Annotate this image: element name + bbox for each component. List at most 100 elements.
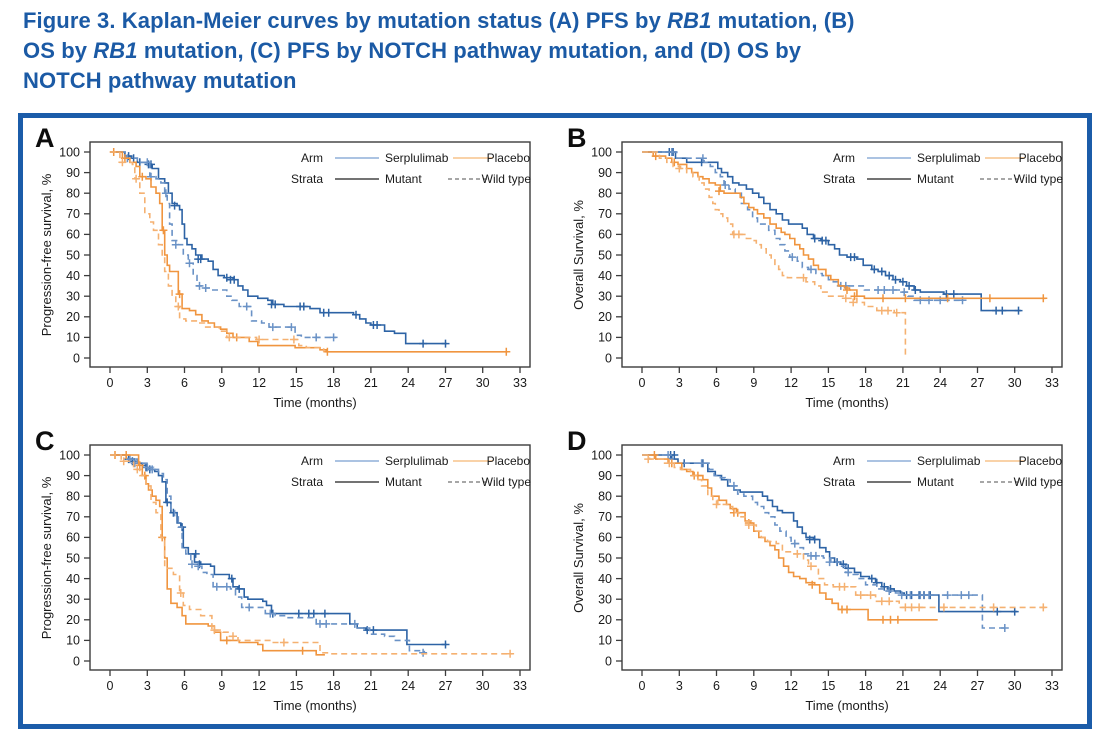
svg-text:12: 12: [252, 376, 266, 390]
svg-text:80: 80: [598, 490, 612, 504]
svg-text:Placebo: Placebo: [1019, 454, 1063, 468]
svg-text:Mutant: Mutant: [385, 475, 422, 489]
svg-text:30: 30: [66, 593, 80, 607]
legend: Arm Serplulimab Placebo Strata Mutant Wild ty…: [823, 151, 1063, 186]
series-placebo-wild-type: [110, 151, 325, 352]
svg-text:20: 20: [598, 613, 612, 627]
svg-text:0: 0: [107, 679, 114, 693]
y-axis-title: Progression-free survival, %: [39, 476, 54, 639]
series-placebo-wild-type: [642, 151, 907, 358]
svg-text:Strata: Strata: [291, 475, 323, 489]
svg-text:15: 15: [821, 376, 835, 390]
svg-text:90: 90: [66, 166, 80, 180]
svg-text:80: 80: [66, 187, 80, 201]
svg-text:9: 9: [218, 679, 225, 693]
svg-text:30: 30: [598, 593, 612, 607]
svg-text:30: 30: [476, 376, 490, 390]
svg-text:90: 90: [598, 166, 612, 180]
svg-text:Serplulimab: Serplulimab: [385, 454, 449, 468]
series-serplulimab-wild-type: [110, 454, 428, 657]
axes: 0 10 20 30 40 50 60 70 80 90 100 0 3 6 9 12 15 18 21 24 27 30…: [39, 444, 531, 713]
svg-text:100: 100: [591, 145, 612, 159]
svg-text:70: 70: [66, 510, 80, 524]
svg-text:21: 21: [364, 376, 378, 390]
svg-text:Strata: Strata: [823, 475, 855, 489]
svg-text:Mutant: Mutant: [917, 475, 954, 489]
svg-text:100: 100: [59, 145, 80, 159]
svg-text:9: 9: [218, 376, 225, 390]
svg-text:40: 40: [66, 269, 80, 283]
svg-text:3: 3: [144, 376, 151, 390]
svg-text:0: 0: [639, 376, 646, 390]
svg-text:24: 24: [933, 679, 947, 693]
legend: Arm Serplulimab Placebo Strata Mutant Wild ty…: [291, 454, 531, 489]
svg-text:90: 90: [66, 469, 80, 483]
svg-text:Arm: Arm: [301, 151, 323, 165]
figure-box: 0 10 20 30 40 50 60 70 80 90 100 0 3 6 9 12 15 18 21 24 27 30…: [18, 113, 1092, 729]
svg-text:33: 33: [513, 679, 527, 693]
svg-text:3: 3: [676, 376, 683, 390]
svg-text:33: 33: [513, 376, 527, 390]
svg-text:27: 27: [439, 679, 453, 693]
legend: Arm Serplulimab Placebo Strata Mutant Wild ty…: [291, 151, 531, 186]
panels-grid: 0 10 20 30 40 50 60 70 80 90 100 0 3 6 9 12 15 18 21 24 27 30…: [23, 118, 1087, 724]
svg-text:33: 33: [1045, 376, 1059, 390]
svg-text:6: 6: [713, 679, 720, 693]
svg-text:Strata: Strata: [291, 172, 323, 186]
svg-text:50: 50: [598, 551, 612, 565]
svg-text:60: 60: [66, 531, 80, 545]
svg-text:24: 24: [933, 376, 947, 390]
svg-text:50: 50: [66, 551, 80, 565]
svg-text:30: 30: [1008, 376, 1022, 390]
x-axis-title: Time (months): [273, 395, 356, 410]
svg-text:70: 70: [598, 510, 612, 524]
svg-text:10: 10: [66, 331, 80, 345]
svg-text:18: 18: [327, 679, 341, 693]
svg-text:40: 40: [598, 269, 612, 283]
svg-text:10: 10: [66, 634, 80, 648]
svg-text:Placebo: Placebo: [487, 454, 531, 468]
svg-text:Arm: Arm: [833, 454, 855, 468]
svg-text:50: 50: [66, 248, 80, 262]
svg-text:0: 0: [605, 654, 612, 668]
svg-text:Mutant: Mutant: [917, 172, 954, 186]
svg-text:Placebo: Placebo: [1019, 151, 1063, 165]
svg-text:6: 6: [181, 679, 188, 693]
panel-letter: B: [567, 123, 587, 153]
svg-text:12: 12: [784, 376, 798, 390]
svg-text:100: 100: [59, 448, 80, 462]
svg-text:3: 3: [144, 679, 151, 693]
axes: 0 10 20 30 40 50 60 70 80 90 100 0 3 6 9 12 15 18 21 24 27 30…: [39, 141, 531, 410]
km-chart-panel-C: 0 10 20 30 40 50 60 70 80 90 100 0 3 6 9 12 15 18 21 24 27 30…: [39, 444, 531, 713]
svg-text:24: 24: [401, 376, 415, 390]
svg-text:Wild type: Wild type: [482, 475, 532, 489]
svg-text:60: 60: [598, 531, 612, 545]
series-placebo-wild-type: [110, 454, 515, 658]
svg-text:10: 10: [598, 331, 612, 345]
svg-text:0: 0: [107, 376, 114, 390]
series-serplulimab-wild-type: [642, 451, 1009, 632]
svg-text:Wild type: Wild type: [482, 172, 532, 186]
svg-text:18: 18: [859, 376, 873, 390]
svg-text:80: 80: [598, 187, 612, 201]
series-placebo-wild-type: [642, 454, 1048, 612]
svg-text:24: 24: [401, 679, 415, 693]
svg-text:6: 6: [713, 376, 720, 390]
svg-text:0: 0: [639, 679, 646, 693]
axes: 0 10 20 30 40 50 60 70 80 90 100 0 3 6 9 12 15 18 21 24 27 30…: [571, 444, 1063, 713]
svg-text:90: 90: [598, 469, 612, 483]
svg-text:20: 20: [66, 613, 80, 627]
svg-text:100: 100: [591, 448, 612, 462]
y-axis-title: Overall Survival, %: [571, 200, 586, 310]
svg-text:Serplulimab: Serplulimab: [917, 151, 981, 165]
svg-text:33: 33: [1045, 679, 1059, 693]
svg-text:Placebo: Placebo: [487, 151, 531, 165]
svg-text:30: 30: [476, 679, 490, 693]
svg-text:Wild type: Wild type: [1014, 475, 1064, 489]
km-chart-panel-B: 0 10 20 30 40 50 60 70 80 90 100 0 3 6 9 12 15 18 21 24 27 30…: [571, 141, 1063, 410]
svg-text:60: 60: [598, 228, 612, 242]
svg-text:27: 27: [971, 376, 985, 390]
series-serplulimab-mutant: [642, 148, 1023, 315]
svg-text:70: 70: [66, 207, 80, 221]
panel-A: 0 10 20 30 40 50 60 70 80 90 100 0 3 6 9 12 15 18 21 24 27 30…: [23, 118, 555, 421]
